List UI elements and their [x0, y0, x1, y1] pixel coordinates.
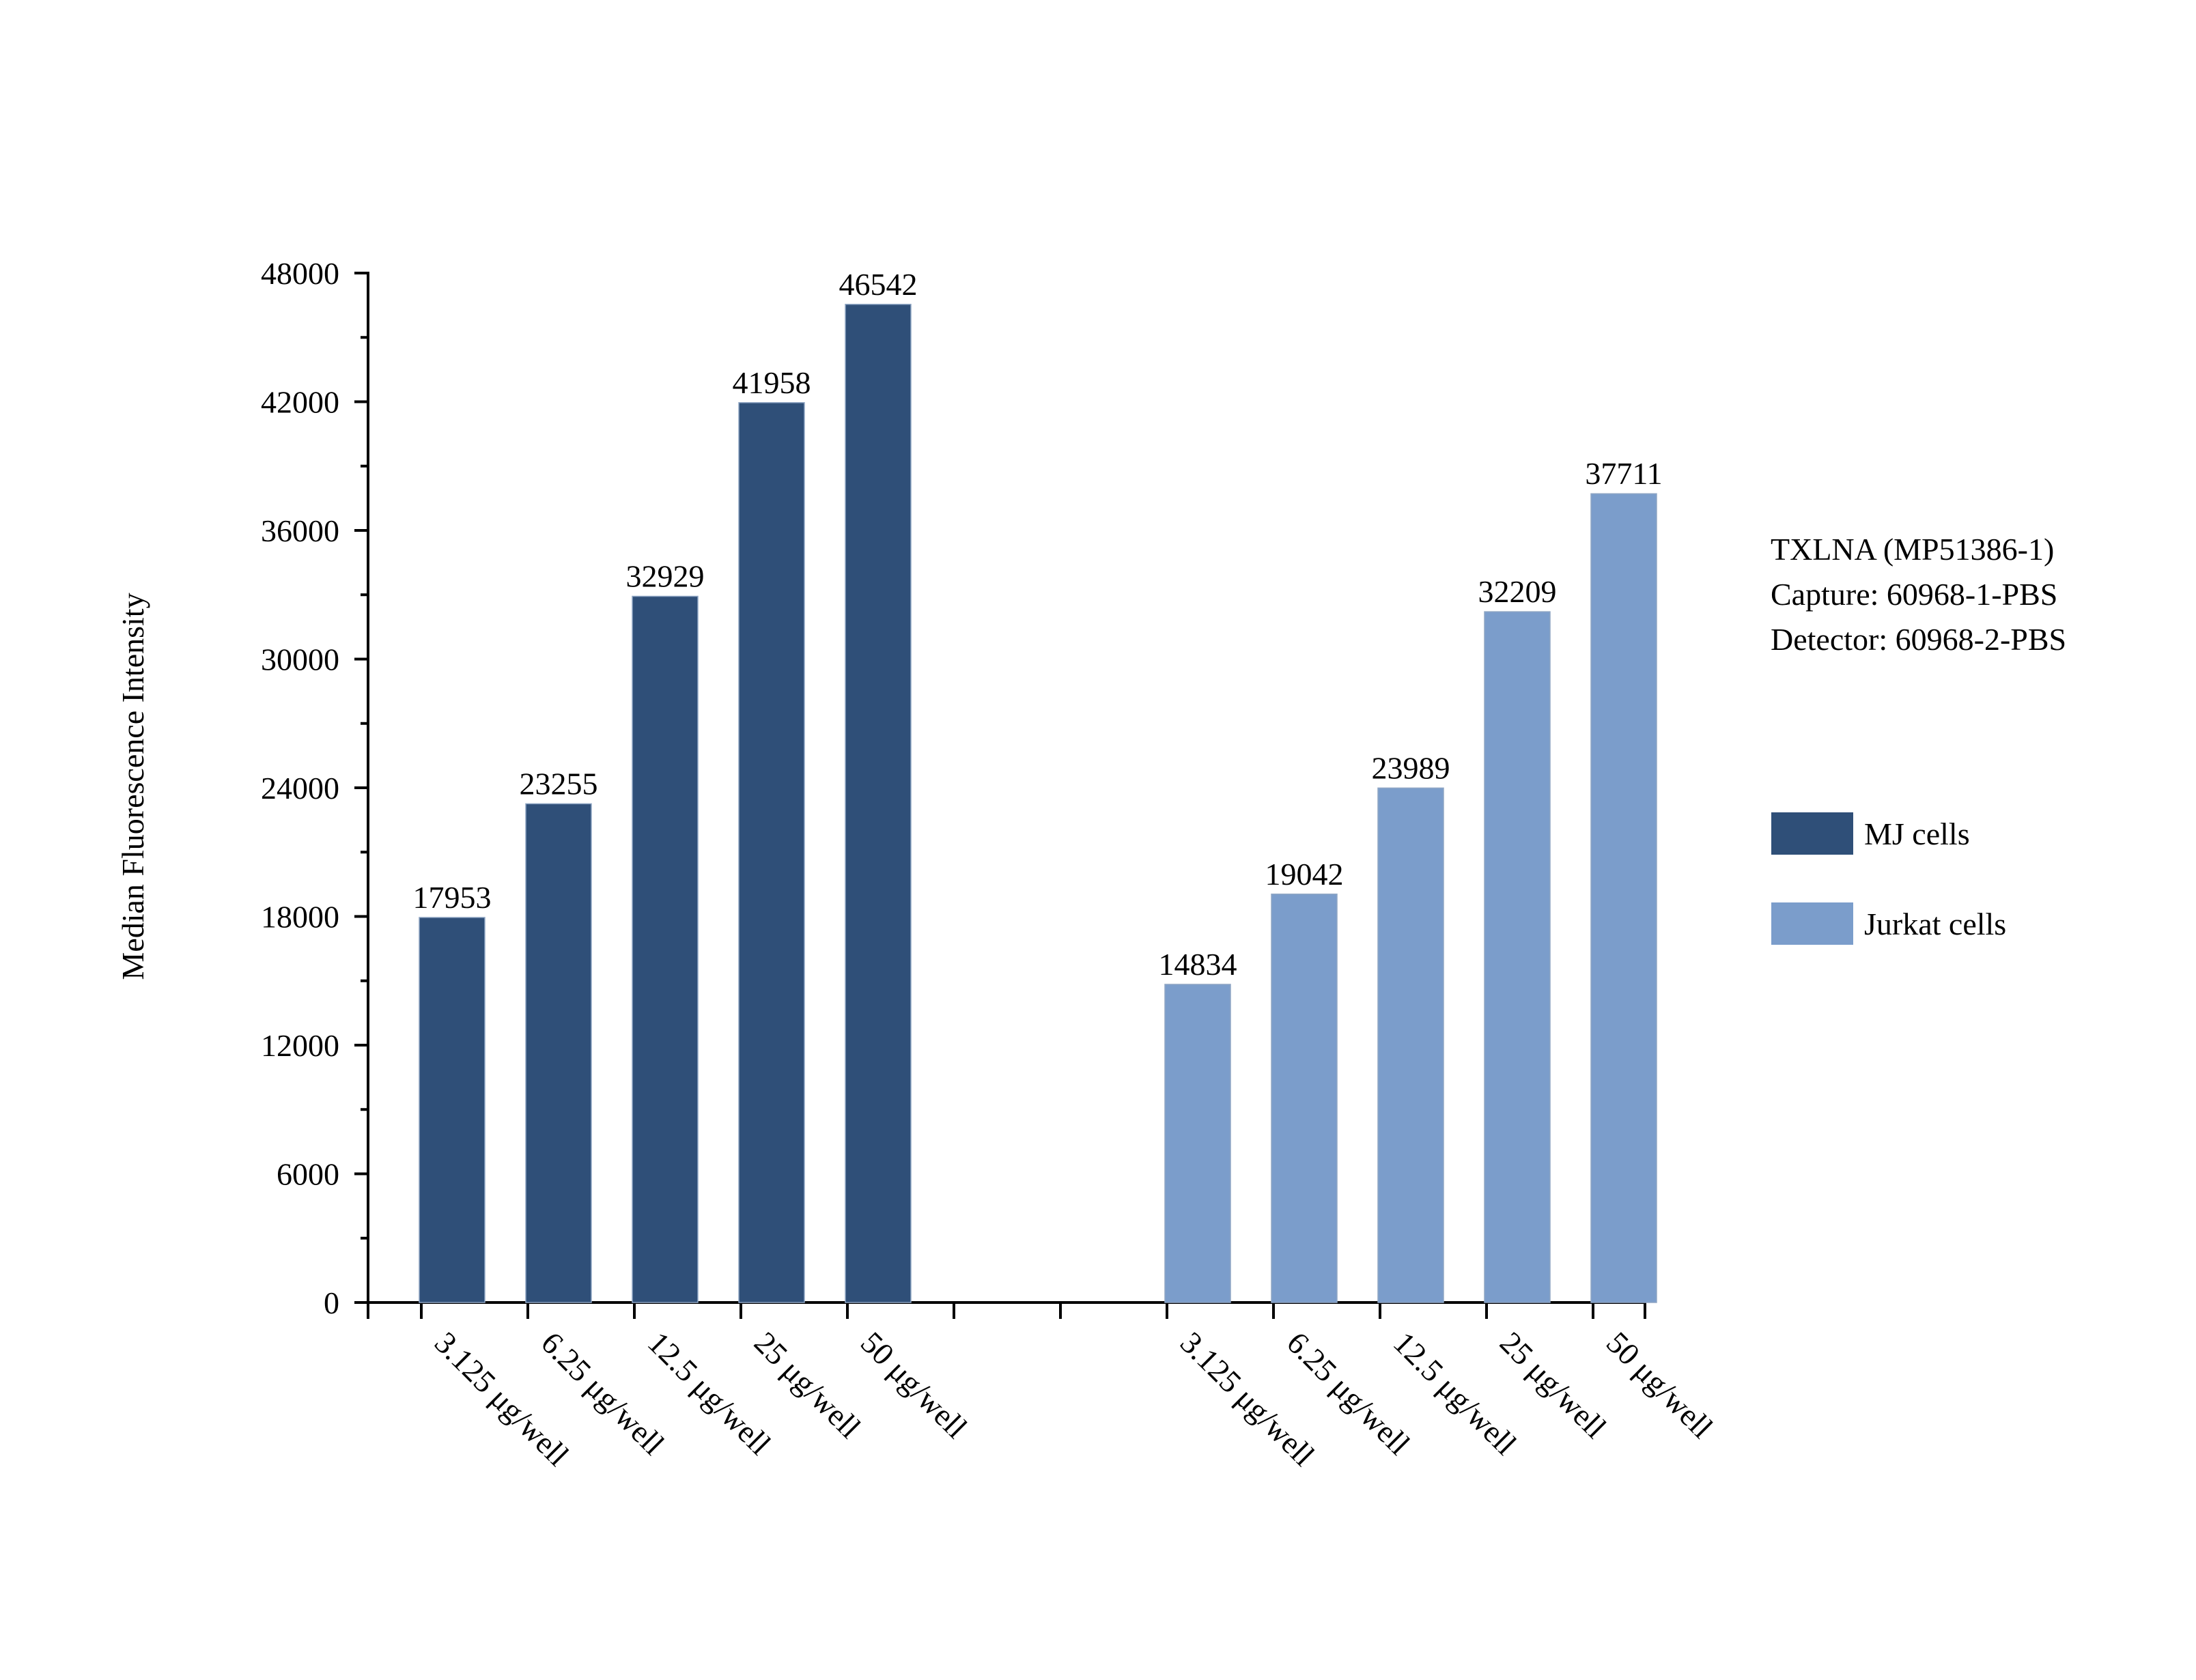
- y-axis-label: Median Fluorescence Intensity: [115, 593, 150, 980]
- info-detector-line: Detector: 60968-2-PBS: [1771, 622, 2067, 657]
- bar: [1271, 894, 1338, 1303]
- bar: [1164, 984, 1231, 1303]
- bar: [1590, 493, 1657, 1303]
- chart-bars: 17953 23255 32929 41958 46542 14834 19042 23989…: [413, 267, 1663, 1303]
- bar-value-label: 32209: [1478, 574, 1557, 609]
- bar-value-label: 19042: [1265, 857, 1344, 892]
- bar: [845, 304, 912, 1303]
- bar: [525, 803, 592, 1303]
- x-tick-label: 50 μg/well: [1600, 1325, 1719, 1444]
- chart-info-box: TXLNA (MP51386-1) Capture: 60968-1-PBS D…: [1771, 527, 2066, 662]
- bar-value-label: 23255: [520, 766, 598, 801]
- x-tick-label: 50 μg/well: [854, 1325, 974, 1444]
- legend-swatch: [1771, 902, 1853, 945]
- legend-label: Jurkat cells: [1864, 907, 2006, 941]
- chart-legend: MJ cells Jurkat cells: [1771, 812, 2006, 945]
- y-tick-label: 48000: [261, 256, 339, 291]
- y-tick-label: 0: [324, 1285, 339, 1320]
- y-tick-label: 18000: [261, 900, 339, 935]
- legend-swatch: [1771, 812, 1853, 855]
- bar-value-label: 41958: [733, 365, 811, 400]
- y-tick-label: 42000: [261, 385, 339, 420]
- bar-value-label: 14834: [1159, 947, 1237, 982]
- y-tick-label: 30000: [261, 642, 339, 677]
- bar-value-label: 37711: [1585, 456, 1662, 491]
- info-capture-line: Capture: 60968-1-PBS: [1771, 577, 2058, 612]
- bar: [419, 917, 485, 1303]
- bar: [738, 402, 805, 1303]
- bar: [1484, 611, 1551, 1303]
- legend-label: MJ cells: [1864, 816, 1970, 851]
- y-tick-label: 6000: [277, 1157, 339, 1192]
- y-tick-label: 36000: [261, 513, 339, 548]
- bar-value-label: 32929: [626, 558, 705, 593]
- bar-value-label: 23989: [1372, 750, 1450, 785]
- y-tick-label: 24000: [261, 771, 339, 806]
- bar-value-label: 46542: [839, 267, 918, 302]
- bar: [632, 595, 699, 1303]
- bar: [1377, 787, 1444, 1303]
- info-target-line: TXLNA (MP51386-1): [1771, 532, 2055, 567]
- bar-value-label: 17953: [413, 880, 492, 915]
- y-tick-label: 12000: [261, 1028, 339, 1063]
